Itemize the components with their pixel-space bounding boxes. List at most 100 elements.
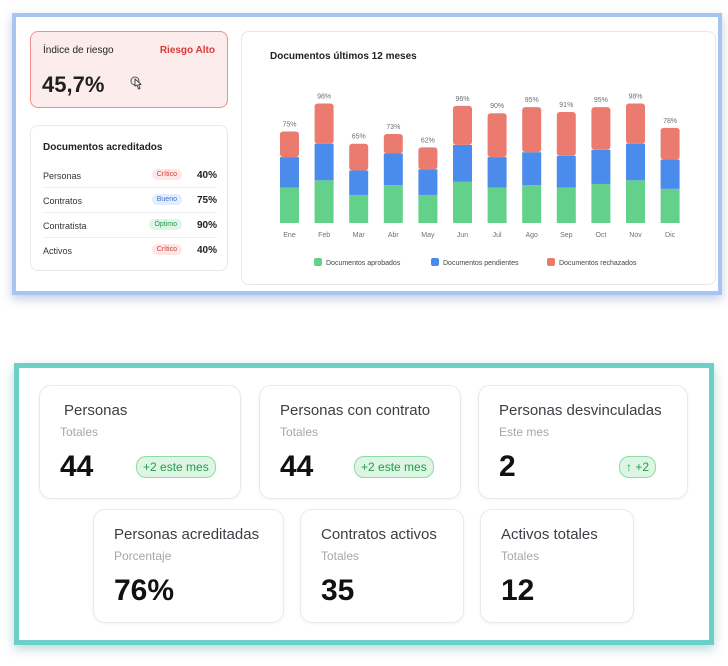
bar-segment[interactable] (280, 187, 299, 223)
accredited-row-name: Contratos (43, 196, 83, 206)
bar-total-label: 78% (663, 118, 677, 125)
stat-card-personas-con-contrato[interactable]: Personas con contrato Totales 44 +2 este… (259, 385, 461, 499)
stat-card-personas-desvinculadas[interactable]: Personas desvinculadas Este mes 2 ↑ +2 (478, 385, 688, 499)
stat-title: Personas con contrato (280, 402, 431, 419)
accredited-row-percent: 75% (196, 195, 217, 206)
bar-total-label: 96% (455, 96, 469, 103)
bar-segment[interactable] (383, 185, 403, 223)
bar-segment[interactable] (660, 159, 680, 189)
bar-segment[interactable] (522, 107, 542, 153)
bar-segment[interactable] (280, 131, 299, 158)
trend-badge: ↑ +2 (619, 456, 657, 478)
stat-subtitle: Totales (280, 425, 319, 439)
chart-title: Documentos últimos 12 meses (270, 51, 417, 62)
accredited-row-percent: 40% (196, 245, 217, 256)
bar-segment[interactable] (418, 169, 438, 195)
bar-segment[interactable] (626, 180, 645, 223)
stat-value: 76% (114, 574, 175, 607)
bar-segment[interactable] (418, 194, 438, 223)
bar-segment[interactable] (453, 144, 472, 182)
stat-card-contratos-activos[interactable]: Contratos activos Totales 35 (300, 509, 464, 623)
bar-total-label: 98% (628, 93, 642, 100)
accredited-row-percent: 40% (196, 170, 217, 181)
bar-segment[interactable] (349, 170, 369, 195)
stat-title: Personas (64, 402, 128, 419)
status-badge: Crítico (151, 169, 182, 180)
bar-segment[interactable] (591, 149, 611, 184)
bar-segment[interactable] (626, 103, 645, 144)
bar-segment[interactable] (349, 143, 369, 171)
bar-total-label: 73% (386, 124, 400, 131)
bar-segment[interactable] (591, 183, 611, 223)
bar-segment[interactable] (522, 152, 542, 186)
bar-total-label: 65% (352, 134, 366, 141)
bar-segment[interactable] (314, 180, 334, 223)
stat-subtitle: Totales (60, 425, 99, 439)
bar-segment[interactable] (556, 187, 576, 223)
accredited-documents-title: Documentos acreditados (43, 142, 163, 153)
stat-value: 2 (499, 450, 516, 483)
status-badge: Bueno (151, 194, 182, 205)
stat-subtitle: Totales (501, 549, 540, 563)
bar-segment[interactable] (314, 143, 334, 181)
bar-total-label: 95% (594, 97, 608, 104)
bar-segment[interactable] (487, 157, 507, 188)
stat-subtitle: Porcentaje (114, 549, 172, 563)
bar-total-label: 75% (282, 122, 296, 129)
x-tick-label: Sep (560, 232, 573, 239)
legend-swatch (431, 258, 439, 266)
x-tick-label: Nov (629, 232, 642, 239)
risk-index-card[interactable]: Índice de riesgo Riesgo Alto 45,7% (30, 31, 228, 108)
accredited-row-activos[interactable]: Activos Crítico 40% (43, 238, 217, 263)
bar-segment[interactable] (591, 107, 611, 150)
bar-segment[interactable] (660, 127, 680, 160)
bar-segment[interactable] (418, 147, 438, 170)
status-badge: Óptimo (149, 219, 182, 230)
x-tick-label: Jun (457, 232, 468, 239)
bar-total-label: 91% (559, 102, 573, 109)
stat-subtitle: Este mes (499, 425, 550, 439)
bar-segment[interactable] (626, 143, 645, 181)
stat-value: 44 (280, 450, 314, 483)
bar-segment[interactable] (280, 157, 299, 188)
trend-badge: +2 este mes (136, 456, 216, 478)
stat-card-personas[interactable]: Personas Totales 44 +2 este mes (39, 385, 241, 499)
legend-swatch (547, 258, 555, 266)
legend-label: Documentos pendientes (443, 260, 519, 267)
accredited-row-name: Contratista (43, 221, 87, 231)
risk-dashboard-panel: Índice de riesgo Riesgo Alto 45,7% Docum… (12, 13, 722, 295)
stat-title: Activos totales (501, 526, 598, 543)
bar-total-label: 95% (525, 97, 539, 104)
accredited-row-name: Personas (43, 171, 82, 181)
bar-total-label: 62% (421, 137, 435, 144)
bar-segment[interactable] (453, 181, 472, 223)
risk-index-value: 45,7% (42, 72, 105, 97)
accredited-row-contratista[interactable]: Contratista Óptimo 90% (43, 213, 217, 238)
bar-segment[interactable] (383, 153, 403, 186)
bar-segment[interactable] (487, 187, 507, 223)
bar-segment[interactable] (453, 105, 472, 145)
accredited-row-contratos[interactable]: Contratos Bueno 75% (43, 188, 217, 213)
accredited-row-personas[interactable]: Personas Crítico 40% (43, 163, 217, 188)
bar-segment[interactable] (556, 155, 576, 188)
stat-title: Personas acreditadas (114, 526, 260, 543)
bar-segment[interactable] (349, 194, 369, 223)
bar-segment[interactable] (660, 188, 680, 223)
bar-segment[interactable] (383, 133, 403, 154)
bar-segment[interactable] (487, 113, 507, 158)
accredited-row-percent: 90% (196, 220, 217, 231)
risk-index-title: Índice de riesgo (43, 45, 114, 56)
bar-total-label: 90% (490, 103, 504, 110)
bar-segment[interactable] (314, 103, 334, 144)
x-tick-label: Oct (595, 232, 606, 239)
x-tick-label: Abr (388, 232, 400, 239)
accredited-documents-card: Documentos acreditados Personas Crítico … (30, 125, 228, 271)
x-tick-label: Mar (353, 232, 366, 239)
stat-title: Contratos activos (321, 526, 437, 543)
documents-stacked-bar-chart: 75% Ene 98% Feb 65% Mar 73% Abr 62% May 96% Jun 90% J… (280, 93, 680, 267)
bar-segment[interactable] (522, 185, 542, 223)
bar-segment[interactable] (556, 111, 576, 156)
stat-card-activos-totales[interactable]: Activos totales Totales 12 (480, 509, 634, 623)
stat-card-personas-acreditadas[interactable]: Personas acreditadas Porcentaje 76% (93, 509, 284, 623)
pointer-icon[interactable] (129, 76, 145, 92)
